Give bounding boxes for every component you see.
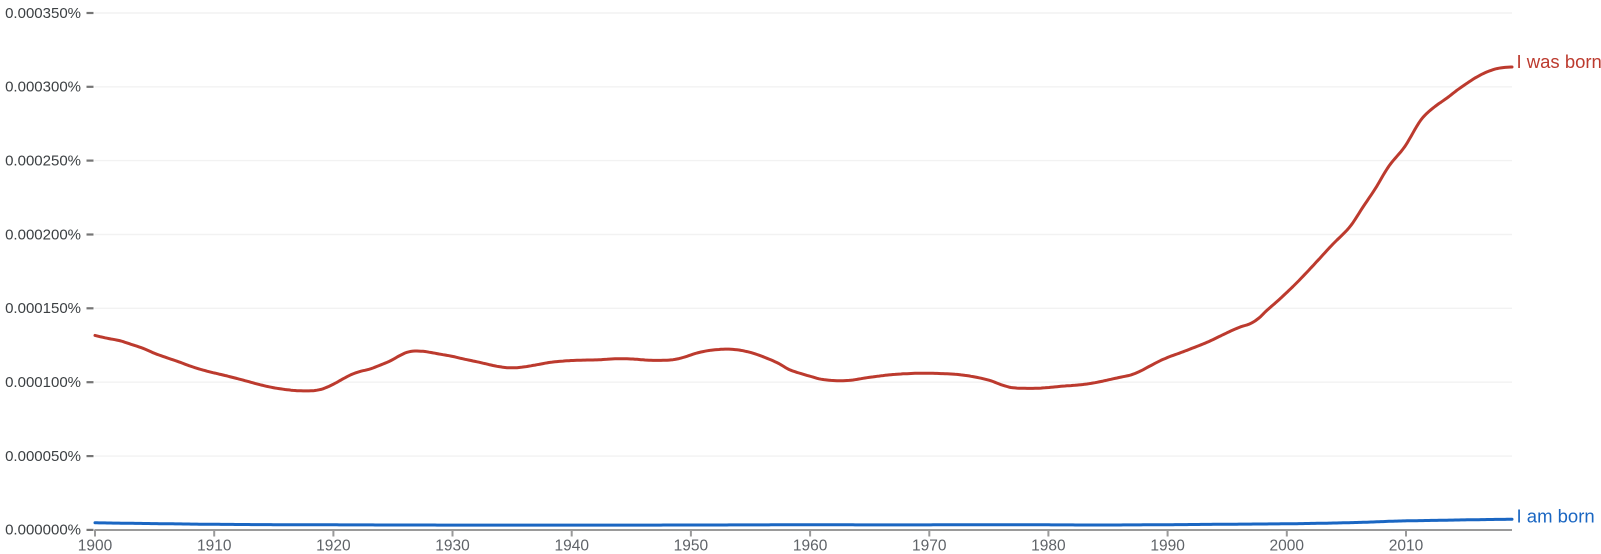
svg-text:0.000050%: 0.000050% [5,448,81,465]
svg-text:1950: 1950 [674,538,709,554]
svg-text:0.000000%: 0.000000% [5,522,81,539]
svg-text:1900: 1900 [78,538,113,554]
svg-text:1960: 1960 [793,538,828,554]
svg-text:0.000350%: 0.000350% [5,5,81,22]
svg-text:0.000200%: 0.000200% [5,226,81,243]
svg-text:2010: 2010 [1389,538,1424,554]
svg-text:1940: 1940 [554,538,589,554]
svg-text:I was born: I was born [1517,51,1601,72]
svg-text:1970: 1970 [912,538,947,554]
svg-text:1910: 1910 [197,538,232,554]
svg-text:2000: 2000 [1270,538,1305,554]
svg-text:1980: 1980 [1031,538,1066,554]
svg-text:1990: 1990 [1150,538,1185,554]
svg-text:0.000250%: 0.000250% [5,152,81,169]
svg-text:0.000300%: 0.000300% [5,79,81,96]
svg-text:1930: 1930 [435,538,470,554]
svg-text:0.000150%: 0.000150% [5,300,81,317]
svg-text:1920: 1920 [316,538,351,554]
svg-text:0.000100%: 0.000100% [5,374,81,391]
svg-text:I am born: I am born [1517,506,1595,527]
